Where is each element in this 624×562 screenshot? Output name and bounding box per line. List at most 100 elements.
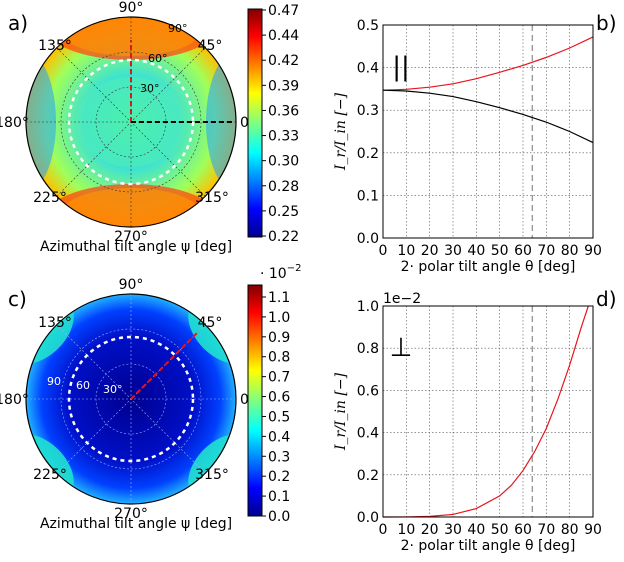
polar-bottom-border: [25, 293, 237, 505]
colorbar-bottom-tick-label: 0.2: [268, 469, 290, 485]
colorbar-bottom-tick-label: 0.4: [268, 429, 290, 445]
plot-d-xtick-label: 60: [514, 522, 532, 538]
plot-d-ylabel: I_r/I_in [−]: [333, 372, 349, 451]
colorbar-bottom-tick-label: 0.9: [268, 330, 290, 346]
colorbar-bottom-tick-label: 1.1: [268, 290, 290, 306]
colorbar-bottom-tick-label: 0.0: [268, 509, 290, 525]
plot-b-frame: [382, 24, 594, 239]
colorbar-bottom-tick-label: 0.8: [268, 350, 290, 366]
panel-label-a: a): [8, 11, 28, 35]
polar-top-angle-270: 270°: [114, 229, 148, 245]
polar-bottom-angle-90: 90°: [119, 277, 144, 293]
plot-b-xtick-label: 70: [537, 243, 555, 259]
polar-top-radial-60: 60°: [148, 52, 168, 65]
plot-b-xtick-label: 50: [491, 243, 509, 259]
plot-d-xtick-label: 30: [444, 522, 462, 538]
plot-b-ytick-label: 0.0: [357, 231, 379, 247]
polar-top-lobes: [26, 17, 236, 227]
colorbar-bottom-tick-label: 0.7: [268, 370, 290, 386]
colorbar-top-tick-label: 0.44: [268, 28, 299, 44]
colorbar-top-tick-label: 0.42: [268, 53, 299, 69]
colorbar-top-tick-label: 0.33: [268, 129, 299, 145]
polar-bottom-red-ray: [130, 330, 200, 400]
plot-d-ytick-label: 0.8: [357, 341, 379, 357]
colorbar-bottom-tick-label: 0.1: [268, 489, 290, 505]
colorbar-top-tick-label: 0.39: [268, 78, 299, 94]
plot-d-xtick-label: 20: [421, 522, 439, 538]
plot-b-xtick-label: 20: [421, 243, 439, 259]
plot-b-ylabel: I_r/I_in [−]: [333, 92, 349, 171]
plot-d-annotation: ⊥: [390, 333, 413, 363]
plot-b-ytick-label: 0.1: [357, 188, 379, 204]
plot-d-xlabel: 2· polar tilt angle θ [deg]: [401, 538, 576, 554]
plot-d-xtick-label: 40: [467, 522, 485, 538]
polar-bottom-angle-135: 135°: [38, 315, 72, 331]
polar-bottom-angle-315: 315°: [195, 467, 229, 483]
polar-top-angle-45: 45°: [198, 38, 223, 54]
polar-top-radial-90: 90°: [168, 22, 188, 35]
plot-d-ytick-label: 0.4: [357, 426, 379, 442]
polar-top-angle-90: 90°: [119, 0, 144, 16]
polar-bottom-angle-270: 270°: [114, 506, 148, 522]
polar-bottom-angle-225: 225°: [33, 467, 67, 483]
plot-d-xtick-label: 70: [537, 522, 555, 538]
colorbar-bottom-exponent: · 10−2: [260, 263, 301, 282]
polar-bottom-radial-90: 90: [47, 375, 61, 388]
plot-d-xtick-label: 90: [584, 522, 602, 538]
colorbar-bottom-ticks: 1.1 1.0 0.9 0.8 0.7 0.6 0.5 0.4 0.3 0.2 0.1 0.0: [262, 290, 290, 525]
plot-d-series-0: [382, 305, 589, 518]
polar-plot-top: 90° 45° 0° 315° 270° 225° 180° 135° 90° …: [0, 0, 256, 255]
colorbar-top-tick-label: 0.36: [268, 103, 299, 119]
line-plot-parallel: 0 10 20 30 40 50 60 70 80 90 0.0 0.1 0.2 0.3 0.4 0.5 2· …: [333, 18, 602, 275]
plot-d-xtick-label: 80: [561, 522, 579, 538]
colorbar-top-tick-label: 0.28: [268, 179, 299, 195]
line-plot-perpendicular: 0 10 20 30 40 50 60 70 80 90 0.0 0.2 0.4 0.6 0.8 1.0 2· …: [333, 291, 602, 554]
plot-b-annotation: ||: [392, 52, 410, 82]
plot-d-ytick-label: 0.6: [357, 383, 379, 399]
colorbar-bottom-tick-label: 0.3: [268, 449, 290, 465]
plot-b-series-0: [382, 36, 594, 91]
plot-b-ytick-label: 0.4: [357, 61, 379, 77]
plot-d-ytick-label: 0.0: [357, 510, 379, 526]
plot-d-scale-note: 1e−2: [383, 291, 421, 307]
colorbar-top-tick-label: 0.25: [268, 204, 299, 220]
polar-bottom-angle-45: 45°: [198, 315, 223, 331]
colorbar-bottom: 1.1 1.0 0.9 0.8 0.7 0.6 0.5 0.4 0.3 0.2 0.1 0.0 · 1…: [247, 263, 301, 525]
plot-b-ytick-label: 0.5: [357, 18, 379, 34]
plot-b-xtick-label: 10: [397, 243, 415, 259]
plot-b-xtick-label: 0: [379, 243, 388, 259]
polar-plot-bottom: 90° 45° 0° 315° 270° 225° 180° 135° 90 6…: [0, 277, 256, 532]
colorbar-top: 0.47 0.44 0.42 0.39 0.36 0.33 0.30 0.28 0.25 0.22: [247, 3, 299, 245]
plot-b-xtick-label: 90: [584, 243, 602, 259]
colorbar-top-ticks: 0.47 0.44 0.42 0.39 0.36 0.33 0.30 0.28 0.25 0.22: [262, 3, 299, 245]
plot-b-xtick-label: 40: [467, 243, 485, 259]
plot-d-xtick-label: 10: [397, 522, 415, 538]
plot-b-xlabel: 2· polar tilt angle θ [deg]: [401, 259, 576, 275]
polar-bottom-radial-30: 30°: [103, 383, 123, 396]
polar-top-angle-180: 180°: [0, 115, 29, 131]
plot-b-xtick-label: 30: [444, 243, 462, 259]
polar-top-white-ring: [67, 58, 195, 186]
polar-top-radial-30: 30°: [140, 82, 160, 95]
plot-d-xtick-label: 0: [379, 522, 388, 538]
panel-label-c: c): [8, 287, 27, 311]
colorbar-top-tick-label: 0.22: [268, 229, 299, 245]
plot-d-ytick-label: 1.0: [357, 299, 379, 315]
colorbar-bottom-bar: [247, 284, 263, 517]
colorbar-top-bar: [247, 8, 263, 238]
panel-label-b: b): [596, 11, 617, 35]
polar-bottom-angle-180: 180°: [0, 392, 29, 408]
polar-top-angle-225: 225°: [33, 190, 67, 206]
colorbar-bottom-tick-label: 0.5: [268, 409, 290, 425]
colorbar-bottom-tick-label: 0.6: [268, 390, 290, 406]
polar-top-angle-315: 315°: [195, 190, 229, 206]
polar-top-angle-135: 135°: [38, 38, 72, 54]
polar-bottom-xlabel: Azimuthal tilt angle ψ [deg]: [40, 516, 232, 532]
colorbar-bottom-tick-label: 1.0: [268, 310, 290, 326]
plot-b-series-1: [382, 89, 594, 144]
plot-d-xtick-label: 50: [491, 522, 509, 538]
plot-b-ytick-label: 0.3: [357, 103, 379, 119]
colorbar-top-tick-label: 0.30: [268, 154, 299, 170]
plot-b-xtick-label: 60: [514, 243, 532, 259]
